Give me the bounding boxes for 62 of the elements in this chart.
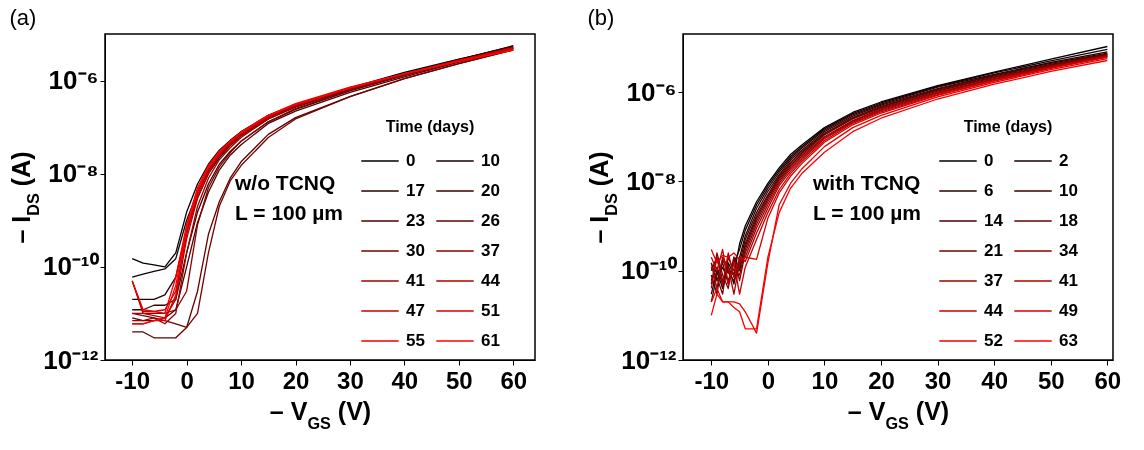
legend-label: 0 (406, 151, 416, 170)
legend-label: 49 (1059, 301, 1078, 320)
legend-label: 47 (406, 301, 425, 320)
legend-label: 52 (984, 331, 1003, 350)
legend-label: 44 (984, 301, 1004, 320)
x-tick-label: -10 (115, 366, 151, 394)
legend-label: 17 (406, 181, 425, 200)
legend-label: 10 (1059, 181, 1078, 200)
annotation: with TCNQ (812, 171, 921, 194)
annotation: L = 100 µm (813, 201, 922, 224)
y-tick-label: 10⁻⁸ (48, 158, 99, 189)
legend-label: 51 (481, 301, 500, 320)
x-tick-label: 30 (924, 366, 952, 394)
legend-label: 37 (984, 271, 1003, 290)
x-axis-title: – V$_{GS}$ (V) (269, 396, 372, 432)
legend-label: 37 (481, 241, 500, 260)
y-tick-label: 10⁻⁸ (626, 165, 677, 196)
x-tick-label: 60 (1094, 366, 1122, 394)
x-tick-label: 20 (282, 366, 310, 394)
legend-label: 21 (984, 241, 1003, 260)
legend-label: 41 (1059, 271, 1078, 290)
x-tick-label: 10 (811, 366, 839, 394)
legend-label: 55 (406, 331, 425, 350)
x-tick-label: 50 (445, 366, 473, 394)
legend-label: 44 (481, 271, 501, 290)
legend-label: 30 (406, 241, 425, 260)
legend-label: 14 (984, 211, 1004, 230)
x-tick-label: -10 (694, 366, 730, 394)
legend-title: Time (days) (963, 118, 1053, 135)
x-tick-label: 20 (868, 366, 895, 394)
y-tick-label: 10⁻⁶ (626, 76, 677, 107)
legend-label: 18 (1059, 211, 1078, 230)
y-tick-label: 10⁻¹² (43, 344, 99, 375)
x-tick-label: 0 (180, 366, 194, 394)
legend-label: 20 (481, 181, 500, 200)
legend-label: 23 (406, 211, 425, 230)
legend-label: 26 (481, 211, 500, 230)
legend-label: 63 (1059, 331, 1078, 350)
x-tick-label: 0 (761, 366, 776, 394)
annotation: L = 100 µm (235, 201, 344, 224)
y-tick-label: 10⁻¹⁰ (42, 251, 100, 282)
legend-title: Time (days) (385, 118, 475, 135)
x-tick-label: 40 (391, 366, 419, 394)
legend-label: 10 (481, 151, 500, 170)
x-axis-title: – V$_{GS}$ (V) (847, 396, 950, 432)
legend-label: 2 (1059, 151, 1069, 170)
x-tick-label: 30 (337, 366, 364, 394)
chart-title: (a) (9, 5, 37, 30)
legend-label: 34 (1059, 241, 1079, 260)
x-tick-label: 40 (981, 366, 1009, 394)
x-tick-label: 60 (500, 366, 528, 394)
chart-title: (b) (587, 5, 615, 30)
legend-label: 0 (984, 151, 994, 170)
legend-label: 6 (984, 181, 994, 200)
x-tick-label: 50 (1037, 366, 1065, 394)
y-tick-label: 10⁻⁶ (48, 65, 99, 96)
legend-label: 61 (481, 331, 500, 350)
legend-label: 41 (406, 271, 425, 290)
annotation: w/o TCNQ (234, 171, 336, 194)
y-tick-label: 10⁻¹⁰ (620, 255, 678, 286)
x-tick-label: 10 (228, 366, 255, 394)
y-tick-label: 10⁻¹² (621, 344, 677, 375)
